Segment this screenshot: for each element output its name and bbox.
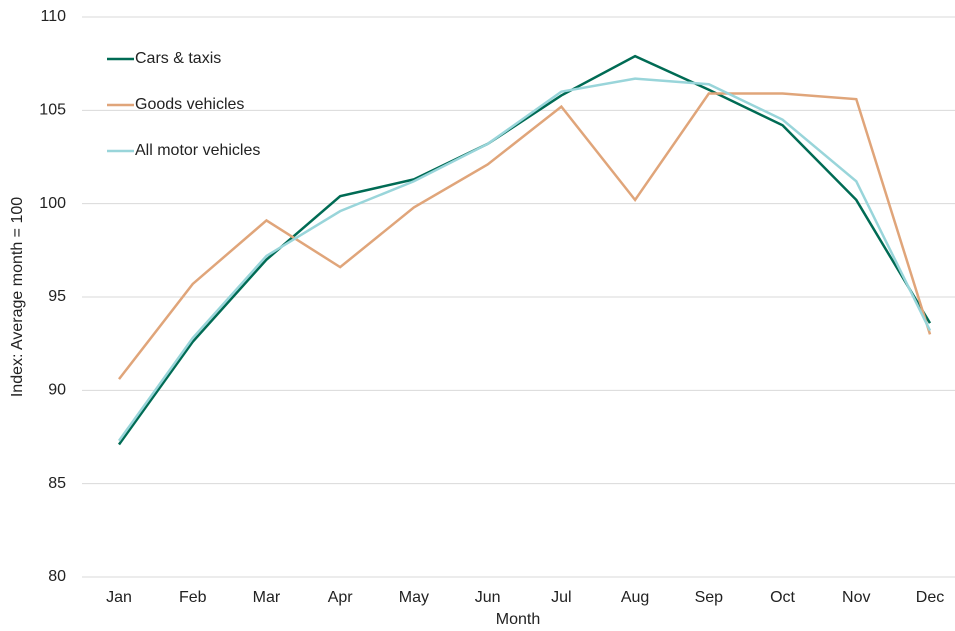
x-tick-label: Sep [695, 589, 724, 606]
y-tick-label: 110 [40, 8, 66, 25]
line-series [117, 54, 932, 446]
legend-label: Goods vehicles [135, 96, 244, 113]
x-tick-label: Jun [475, 589, 501, 606]
line-series [117, 77, 932, 442]
x-tick-label: Jan [106, 589, 132, 606]
x-tick-label: Nov [842, 589, 870, 606]
x-tick-label: May [399, 589, 429, 606]
y-tick-label: 100 [39, 195, 66, 212]
y-tick-label: 80 [48, 568, 66, 585]
x-tick-label: Apr [328, 589, 354, 606]
legend-label: All motor vehicles [135, 142, 260, 159]
y-axis-title: Index: Average month = 100 [9, 197, 26, 397]
legend-label: Cars & taxis [135, 50, 221, 67]
y-tick-label: 95 [48, 288, 66, 305]
x-tick-label: Aug [621, 589, 649, 606]
x-tick-label: Jul [551, 589, 571, 606]
x-tick-label: Oct [770, 589, 795, 606]
line-series [118, 92, 932, 380]
x-axis-title: Month [496, 611, 540, 628]
y-tick-label: 90 [48, 382, 66, 399]
x-tick-label: Feb [179, 589, 207, 606]
x-tick-label: Mar [253, 589, 281, 606]
y-tick-label: 85 [48, 475, 66, 492]
x-tick-label: Dec [916, 589, 944, 606]
y-tick-label: 105 [39, 102, 66, 119]
